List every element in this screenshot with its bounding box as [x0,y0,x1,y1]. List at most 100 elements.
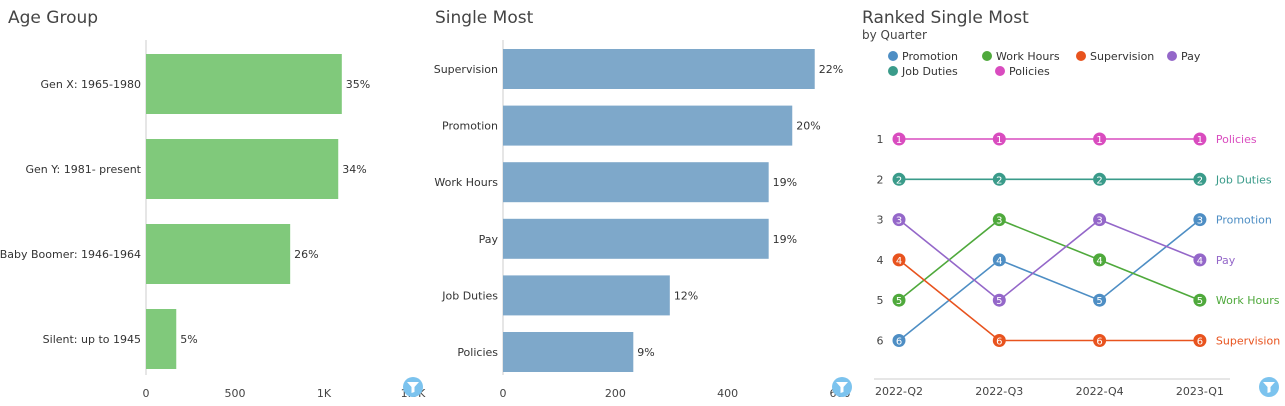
y-tick-label: 3 [877,214,884,227]
legend-swatch [1167,51,1177,61]
filter-icon[interactable] [1259,377,1279,397]
data-label: 4 [1197,256,1203,267]
x-tick-label: 2022-Q2 [875,385,923,398]
x-tick-label: 2022-Q3 [975,385,1023,398]
category-label: Baby Boomer: 1946-1964 [0,248,141,261]
legend-swatch [888,66,898,76]
y-tick-label: 4 [877,254,884,267]
data-label: 9% [637,346,654,359]
data-label: 6 [1197,337,1203,348]
legend-item[interactable]: Job Duties [888,65,958,78]
series-end-label: Promotion [1216,214,1272,227]
data-label: 19% [773,233,797,246]
data-label: 3 [996,216,1002,227]
data-label: 5 [996,296,1002,307]
series-line [898,259,1200,342]
series-end-label: Supervision [1216,335,1280,348]
bar [503,275,670,316]
data-label: 34% [342,163,366,176]
series-end-label: Work Hours [1216,294,1280,307]
category-label: Work Hours [434,176,498,189]
data-label: 1 [1197,135,1203,146]
data-label: 35% [346,78,370,91]
data-label: 20% [796,120,820,133]
series-line [898,218,1201,342]
legend-item[interactable]: Promotion [888,50,958,63]
data-label: 4 [996,256,1002,267]
bar [146,224,291,284]
data-point [1093,132,1107,146]
y-tick-label: 5 [877,294,884,307]
series-end-label: Job Duties [1215,173,1272,186]
data-label: 1 [996,135,1002,146]
data-label: 3 [1197,216,1203,227]
legend-swatch [1076,51,1086,61]
data-point [992,213,1006,227]
data-label: 4 [896,256,902,267]
legend-label: Policies [1009,65,1050,78]
legend-item[interactable]: Work Hours [982,50,1060,63]
data-label: 1 [896,135,902,146]
legend-swatch [888,51,898,61]
data-point [1093,172,1107,186]
data-label: 6 [996,337,1002,348]
legend-label: Supervision [1090,50,1155,63]
data-label: 2 [996,175,1002,186]
category-label: Promotion [442,120,498,133]
chart-title: Ranked Single Most [862,8,1029,28]
data-point [992,172,1006,186]
data-point [1093,334,1107,347]
single-most-chart: Supervision 22% Promotion 20% Work Hours 19% P… [434,40,851,400]
series-end-label: Policies [1216,133,1257,146]
data-point [892,253,906,267]
data-point [1193,293,1207,307]
data-point [1193,334,1207,347]
data-label: 2 [1197,175,1203,186]
data-label: 3 [1096,216,1102,227]
category-label: Pay [479,233,499,246]
legend-item[interactable]: Supervision [1076,50,1154,63]
x-tick-label: 1K [317,387,332,400]
bar [503,49,815,89]
single-most-panel: Single Most Supervision 22% Promotion 20% Wo… [430,0,860,406]
data-point [1193,253,1207,267]
filter-icon[interactable] [832,377,852,397]
data-point [892,132,906,146]
category-label: Job Duties [441,289,498,302]
age-group-chart: Gen X: 1965-1980 35% Gen Y: 1981- present 3… [0,40,426,400]
x-tick-label: 0 [500,387,507,400]
category-label: Policies [457,346,498,359]
y-tick-label: 2 [877,173,884,186]
category-label: Gen Y: 1981- present [26,163,142,176]
data-label: 4 [1096,256,1102,267]
legend-label: Job Duties [902,65,958,78]
filter-icon[interactable] [403,377,423,397]
age-group-panel: Age Group Gen X: 1965-1980 35% Gen Y: 1981… [0,0,430,406]
legend-label: Pay [1181,50,1201,63]
legend-swatch [995,66,1005,76]
chart-subtitle: by Quarter [862,28,927,42]
ranked-chart: 1 2 3 4 5 6 2022-Q2 2022-Q3 2022-Q4 2023-Q1 6 4 5 3 Pr… [874,132,1280,398]
x-tick-label: 2022-Q4 [1076,385,1124,398]
legend-item[interactable]: Pay [1167,50,1200,63]
data-label: 19% [773,176,797,189]
data-label: 3 [896,216,902,227]
data-label: 5 [896,296,902,307]
data-label: 6 [1096,337,1102,348]
data-point [892,213,906,227]
data-label: 22% [819,63,843,76]
series-end-label: Pay [1216,254,1236,267]
bar [146,139,339,199]
bar [503,162,769,203]
legend-item[interactable]: Policies [995,65,1050,78]
y-tick-label: 1 [877,133,884,146]
ranked-panel: Ranked Single Most by Quarter Promotion W… [860,0,1285,406]
data-label: 1 [1096,135,1102,146]
data-label: 26% [294,248,318,261]
x-tick-label: 2023-Q1 [1176,385,1224,398]
chart-title: Single Most [435,8,534,28]
data-label: 12% [674,289,698,302]
data-point [992,253,1006,267]
data-point [892,334,906,347]
bar [503,332,634,372]
